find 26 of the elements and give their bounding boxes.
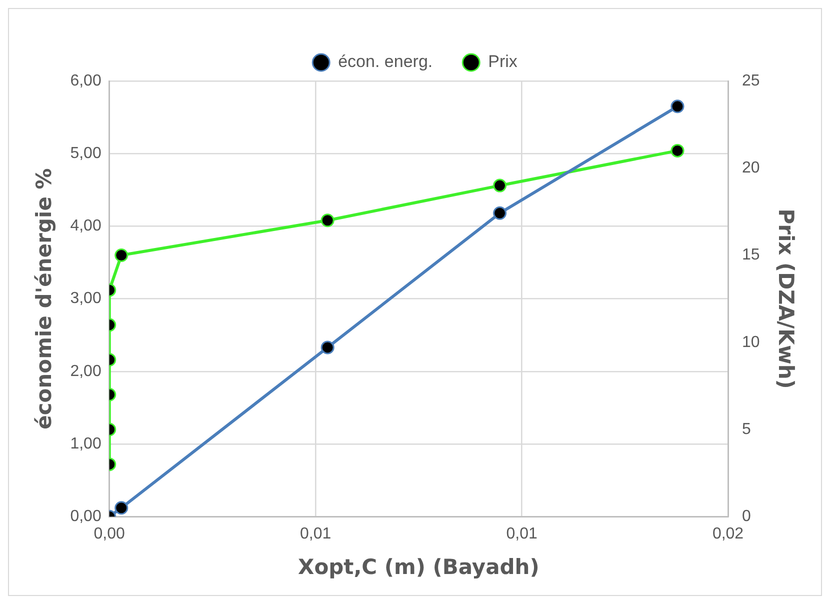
y2-tick-label: 10 — [742, 334, 760, 351]
y2-axis-title: Prix (DZA/Kwh) — [774, 208, 798, 389]
y-tick-label: 3,00 — [70, 290, 102, 308]
y2-tick-label: 15 — [742, 246, 760, 264]
x-tick-label: 0,00 — [94, 526, 126, 543]
x-tick-label: 0,02 — [712, 526, 744, 543]
y-tick-label: 4,00 — [70, 218, 102, 235]
point — [114, 501, 128, 515]
point — [320, 340, 334, 354]
point — [493, 206, 507, 220]
y-tick-label: 5,00 — [70, 145, 102, 162]
y-axis-title: économie d'énergie % — [32, 168, 56, 430]
y2-tick-label: 20 — [742, 160, 760, 177]
y-tick-label: 6,00 — [70, 72, 102, 90]
x-tick-label: 0,01 — [506, 526, 538, 543]
y-tick-label: 0,00 — [70, 508, 102, 526]
x-axis-title: Xopt,C (m) (Bayadh) — [298, 554, 540, 579]
y2-tick-label: 25 — [742, 72, 760, 90]
point — [670, 100, 684, 114]
y-tick-label: 2,00 — [70, 362, 102, 380]
x-tick-label: 0,01 — [300, 526, 332, 543]
y2-tick-label: 5 — [742, 420, 752, 438]
y2-tick-label: 0 — [742, 508, 752, 526]
y-tick-label: 1,00 — [70, 435, 102, 452]
legend-label: écon. energ. — [338, 52, 433, 72]
legend-label: Prix — [488, 52, 518, 72]
